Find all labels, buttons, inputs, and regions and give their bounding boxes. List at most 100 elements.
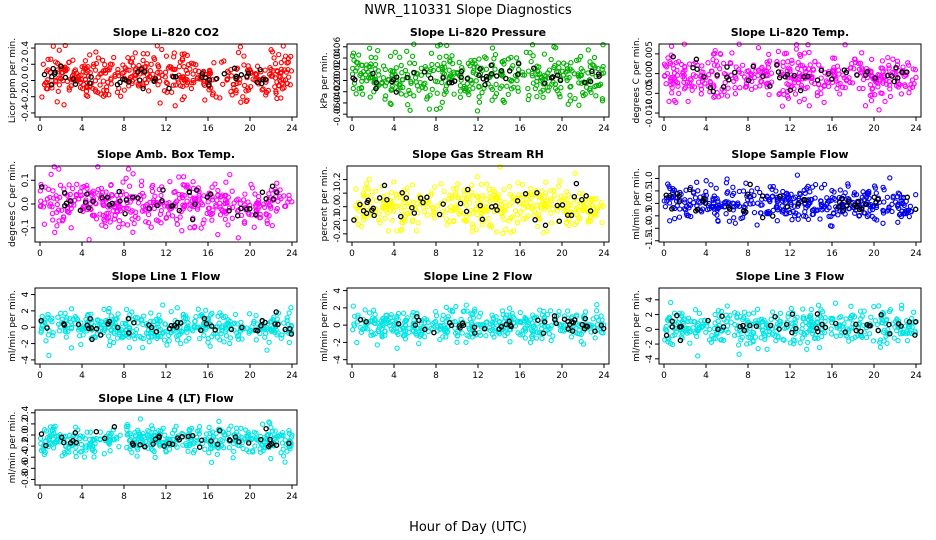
data-point-reference <box>663 332 670 339</box>
data-point <box>359 91 366 97</box>
data-point <box>142 76 148 83</box>
data-point <box>227 171 233 178</box>
data-point <box>172 103 178 109</box>
data-point <box>794 172 801 178</box>
data-point-reference <box>540 330 547 336</box>
data-point-reference <box>421 69 428 75</box>
data-point <box>872 92 878 98</box>
data-point <box>163 79 169 86</box>
data-point-reference <box>233 75 239 82</box>
data-point <box>187 225 193 231</box>
data-point <box>221 58 227 64</box>
data-point <box>898 91 905 97</box>
data-point <box>766 51 772 58</box>
data-point <box>749 188 755 194</box>
data-point <box>663 81 669 87</box>
data-point <box>775 48 782 55</box>
data-point <box>132 73 138 79</box>
data-point <box>380 75 387 81</box>
data-point <box>412 75 419 81</box>
data-point-reference <box>772 313 778 320</box>
x-tick-label: 12 <box>784 124 795 134</box>
x-tick-label: 16 <box>202 249 214 259</box>
data-point <box>86 237 92 243</box>
data-point <box>52 229 58 236</box>
data-point <box>757 83 763 89</box>
data-point <box>229 215 235 221</box>
data-point <box>513 55 520 61</box>
data-point-reference <box>853 327 859 334</box>
data-point <box>175 79 182 85</box>
data-point-reference <box>481 326 488 332</box>
data-point <box>280 77 286 83</box>
data-point <box>229 188 235 194</box>
data-point-reference <box>565 318 571 325</box>
data-point <box>156 312 162 318</box>
data-point <box>876 107 882 113</box>
data-point <box>371 307 377 313</box>
data-point <box>730 184 736 190</box>
data-point <box>67 76 74 82</box>
data-point-reference <box>72 430 79 436</box>
data-point-reference <box>160 187 166 193</box>
data-point <box>438 181 444 187</box>
data-point <box>179 228 185 234</box>
data-point <box>473 78 479 84</box>
data-point <box>520 205 526 212</box>
data-point-reference <box>427 75 434 81</box>
data-point <box>859 50 865 56</box>
y-axis-label: percent per min. <box>320 167 330 242</box>
data-point <box>280 43 286 49</box>
data-point-reference <box>114 81 121 88</box>
data-point-reference <box>559 202 566 208</box>
data-point <box>676 214 683 220</box>
data-point <box>71 68 77 75</box>
data-point <box>752 334 759 340</box>
data-point <box>214 451 220 458</box>
data-point <box>111 54 117 61</box>
data-point <box>356 52 362 58</box>
x-tick-label: 24 <box>286 249 298 259</box>
data-point <box>592 335 598 341</box>
data-point-reference <box>839 195 846 202</box>
x-tick-label: 0 <box>37 249 43 259</box>
data-point <box>695 353 701 359</box>
data-point <box>126 183 133 189</box>
data-point <box>724 93 731 99</box>
data-point <box>193 62 199 68</box>
data-points <box>39 42 295 109</box>
data-point-reference <box>690 64 696 71</box>
data-point <box>587 59 593 65</box>
data-point <box>879 58 886 64</box>
data-point <box>433 106 440 112</box>
data-point-reference <box>776 326 782 332</box>
data-point <box>599 219 605 226</box>
data-point <box>816 62 822 68</box>
data-point-reference <box>904 194 911 201</box>
data-point-reference <box>913 319 919 325</box>
y-tick-label: 2 <box>333 305 343 311</box>
data-point-reference <box>677 337 684 344</box>
data-point <box>846 338 852 344</box>
data-point <box>158 192 164 199</box>
data-point <box>62 42 68 49</box>
data-point-reference <box>873 199 879 206</box>
data-point <box>459 330 465 336</box>
data-point <box>274 180 280 186</box>
data-point <box>398 62 404 69</box>
x-tick-label: 4 <box>79 371 85 381</box>
data-point <box>527 339 534 346</box>
x-tick-label: 4 <box>703 124 709 134</box>
data-point <box>801 96 807 102</box>
data-point <box>274 67 280 74</box>
data-point <box>732 85 738 91</box>
data-point <box>796 98 803 105</box>
data-point <box>227 340 233 347</box>
data-point <box>273 88 279 95</box>
data-point <box>253 337 259 343</box>
data-point <box>171 50 177 56</box>
x-tick-label: 24 <box>910 124 922 134</box>
data-point <box>273 90 279 96</box>
data-point-reference <box>784 204 791 210</box>
